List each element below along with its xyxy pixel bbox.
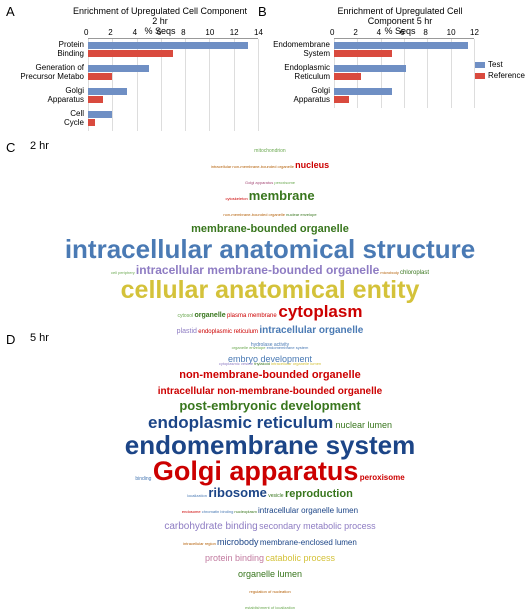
wordcloud-term: carbohydrate binding bbox=[164, 521, 257, 532]
tick-label: 8 bbox=[423, 28, 427, 37]
legend-ref-swatch bbox=[475, 73, 485, 79]
wordcloud-term: non-membrane-bounded organelle bbox=[179, 369, 361, 381]
wordcloud-term: ribosome bbox=[208, 485, 267, 500]
bar-reference bbox=[88, 119, 95, 126]
tick-label: 6 bbox=[157, 28, 161, 37]
bar-reference bbox=[88, 50, 173, 57]
wordcloud-term: cytosol bbox=[178, 313, 194, 319]
panel-b-label: B bbox=[258, 4, 267, 19]
tick-label: 2 bbox=[108, 28, 112, 37]
category-label: EndoplasmicReticulum bbox=[266, 64, 330, 82]
legend-ref-label: Reference bbox=[488, 71, 525, 80]
bar-reference bbox=[88, 96, 103, 103]
wordcloud-term: Golgi apparatus bbox=[153, 456, 359, 486]
wordcloud-term: intracellular membrane-bounded organelle bbox=[136, 263, 379, 277]
bar-reference bbox=[334, 96, 349, 103]
category-label: GolgiApparatus bbox=[20, 87, 84, 105]
tick-label: 10 bbox=[205, 28, 214, 37]
tick-label: 0 bbox=[84, 28, 88, 37]
category-label: ProteinBinding bbox=[20, 41, 84, 59]
wordcloud-term: establishment of localization bbox=[245, 605, 295, 610]
bar-reference bbox=[334, 50, 392, 57]
category-label: CellCycle bbox=[20, 110, 84, 128]
wordcloud-term: mitochondrion bbox=[254, 148, 285, 154]
tick-label: 0 bbox=[330, 28, 334, 37]
wordcloud-term: membrane bbox=[249, 188, 315, 203]
bar-test bbox=[88, 42, 248, 49]
tick-label: 14 bbox=[254, 28, 263, 37]
panel-a-label: A bbox=[6, 4, 15, 19]
wordcloud-term: post-embryonic development bbox=[179, 398, 360, 413]
bar-test bbox=[88, 65, 149, 72]
wordcloud-term: organelle bbox=[194, 312, 225, 319]
wordcloud-term: cytoplasm bbox=[278, 302, 362, 321]
category-label: Generation ofPrecursor Metabo bbox=[20, 64, 84, 82]
wordcloud-term: vesicle bbox=[268, 493, 283, 499]
wordcloud-term: protein binding bbox=[205, 553, 264, 563]
bar-test bbox=[334, 88, 392, 95]
wordcloud-term: microbody bbox=[217, 537, 259, 547]
wordcloud-term: peroxisome bbox=[360, 473, 405, 482]
wordcloud-term: Golgi apparatus bbox=[245, 180, 273, 185]
wordcloud-term: intracellular region bbox=[183, 541, 216, 546]
wordcloud-d: hydrolase activity embryo development non-… bbox=[30, 334, 510, 613]
tick-label: 12 bbox=[230, 28, 239, 37]
category-label: EndomembraneSystem bbox=[266, 41, 330, 59]
wordcloud-term: organelle lumen bbox=[238, 569, 302, 579]
wordcloud-term: intracellular anatomical structure bbox=[65, 234, 475, 264]
wordcloud-term: binding bbox=[135, 476, 151, 482]
wordcloud-term: cytoskeleton bbox=[225, 196, 247, 201]
wordcloud-term: intracellular non-membrane-bounded organ… bbox=[211, 164, 294, 169]
wordcloud-term: catabolic process bbox=[265, 553, 335, 563]
bar-test bbox=[88, 111, 112, 118]
wordcloud-term: membrane-enclosed lumen bbox=[260, 538, 357, 547]
wordcloud-term: nuclear envelope bbox=[286, 212, 316, 217]
tick-label: 12 bbox=[470, 28, 479, 37]
tick-label: 8 bbox=[181, 28, 185, 37]
panel-c-label: C bbox=[6, 140, 15, 155]
tick-label: 10 bbox=[447, 28, 456, 37]
bar-reference bbox=[88, 73, 112, 80]
chart-a-title: Enrichment of Upregulated Cell Component… bbox=[70, 6, 250, 26]
wordcloud-term: nucleus bbox=[295, 160, 329, 170]
bar-reference bbox=[334, 73, 361, 80]
legend-test-label: Test bbox=[488, 60, 503, 69]
wordcloud-term: secondary metabolic process bbox=[259, 521, 376, 531]
category-label: GolgiApparatus bbox=[266, 87, 330, 105]
wordcloud-term: endosome bbox=[182, 509, 201, 514]
wordcloud-term: plasma membrane bbox=[227, 313, 277, 319]
chart-legend: Test Reference bbox=[475, 60, 525, 82]
wordcloud-term: microbody bbox=[380, 270, 398, 275]
wordcloud-term: intracellular organelle lumen bbox=[258, 506, 358, 515]
wordcloud-term: reproduction bbox=[285, 488, 353, 500]
wordcloud-term: hydrolase activity bbox=[251, 342, 289, 348]
wordcloud-term: intracellular non-membrane-bounded organ… bbox=[158, 386, 382, 397]
panel-d-label: D bbox=[6, 332, 15, 347]
wordcloud-term: peroxisome bbox=[274, 180, 295, 185]
wordcloud-term: non-membrane-bounded organelle bbox=[223, 212, 285, 217]
tick-label: 4 bbox=[377, 28, 381, 37]
tick-label: 6 bbox=[400, 28, 404, 37]
tick-label: 2 bbox=[353, 28, 357, 37]
bar-test bbox=[334, 42, 468, 49]
wordcloud-term: regulation of nucleation bbox=[249, 589, 290, 594]
wordcloud-term: nuclear lumen bbox=[335, 420, 392, 430]
wordcloud-term: chromatin binding bbox=[202, 509, 234, 514]
chart-a: Enrichment of Upregulated Cell Component… bbox=[20, 6, 258, 133]
tick-label: 4 bbox=[133, 28, 137, 37]
wordcloud-term: embryo development bbox=[228, 354, 312, 364]
legend-test-swatch bbox=[475, 62, 485, 68]
wordcloud-term: cell periphery bbox=[111, 270, 135, 275]
wordcloud-term: nucleoplasm bbox=[234, 509, 256, 514]
bar-test bbox=[334, 65, 406, 72]
bar-test bbox=[88, 88, 127, 95]
wordcloud-term: localization bbox=[187, 493, 207, 498]
wordcloud-term: cellular anatomical entity bbox=[121, 276, 420, 304]
chart-b-title: Enrichment of Upregulated Cell Component… bbox=[320, 6, 480, 26]
